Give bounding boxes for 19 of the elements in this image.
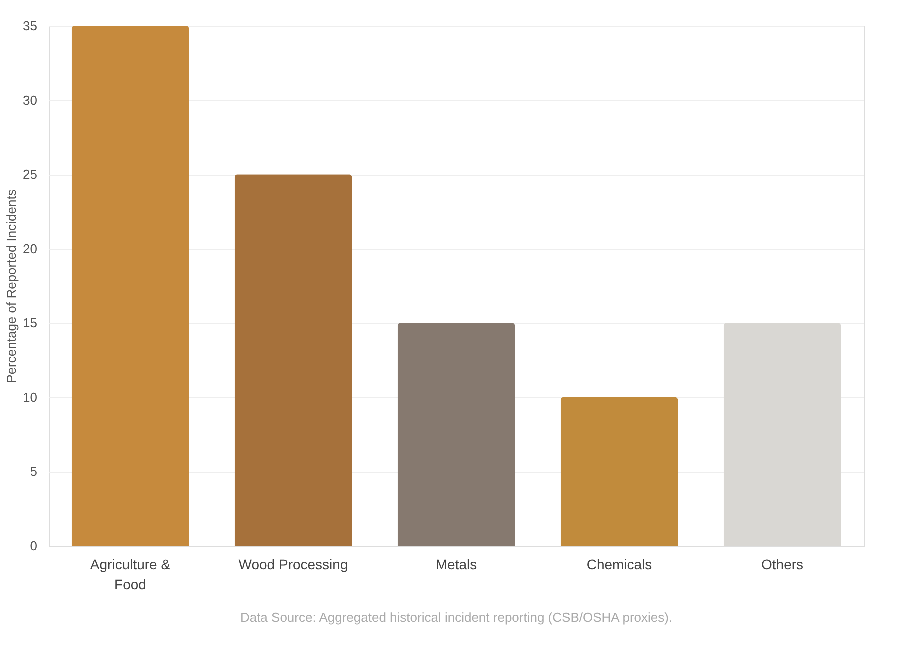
y-tick-label: 35	[23, 18, 38, 34]
y-tick-label: 25	[23, 167, 38, 182]
x-tick-label: Others	[761, 556, 804, 572]
x-tick-label: Metals	[436, 556, 478, 572]
y-tick-label: 5	[30, 464, 38, 480]
x-tick-label: Agriculture & Food	[90, 556, 172, 592]
bar	[398, 323, 516, 546]
y-tick-label: 30	[23, 92, 38, 108]
y-axis-title: Percentage of Reported Incidents	[4, 189, 20, 384]
y-tick-label: 0	[30, 538, 38, 554]
y-tick-label: 15	[23, 316, 38, 331]
y-tick-label: 10	[23, 390, 38, 405]
y-tick-label: 20	[23, 241, 38, 256]
source-note: Data Source: Aggregated historical incident reporting (CSB/OSHA proxies).	[240, 610, 673, 625]
bar	[234, 174, 352, 546]
x-tick-label: Chemicals	[586, 556, 652, 572]
bar	[560, 397, 678, 546]
bar	[72, 26, 190, 546]
x-tick-label: Wood Processing	[238, 556, 348, 572]
